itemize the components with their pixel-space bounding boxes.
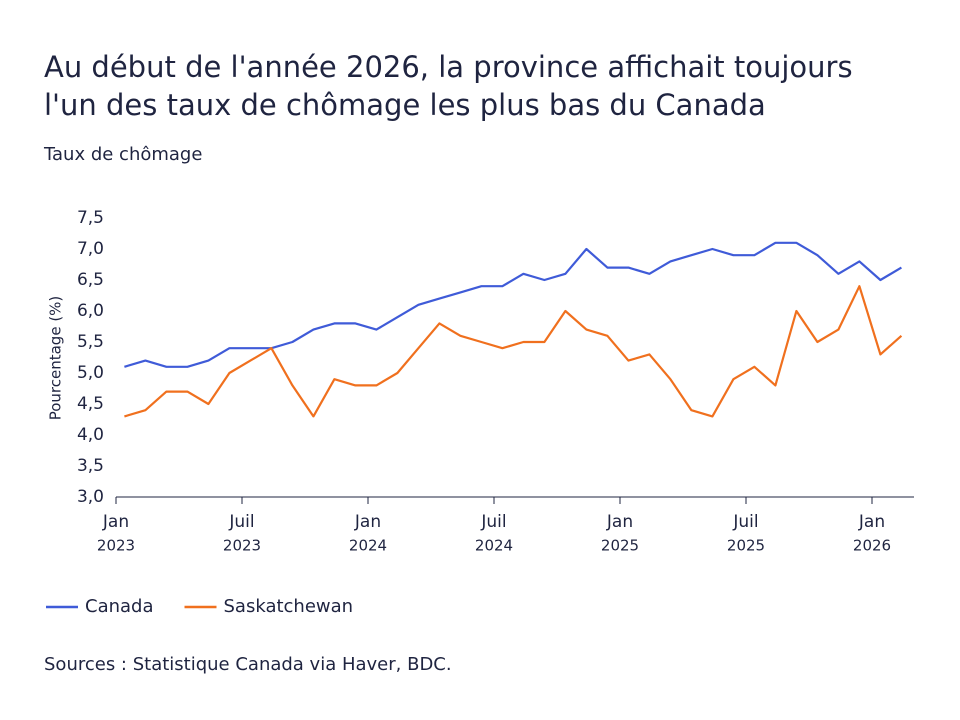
y-tick-label: 5,0 xyxy=(77,363,104,383)
x-tick-year: 2023 xyxy=(97,537,135,555)
y-tick-label: 6,5 xyxy=(77,270,104,290)
x-tick-label: Jan xyxy=(858,512,885,532)
y-tick-label: 3,5 xyxy=(77,456,104,476)
x-tick-label: Jan xyxy=(354,512,381,532)
x-tick-year: 2024 xyxy=(475,537,513,555)
chart-title: Au début de l'année 2026, la province af… xyxy=(44,50,853,84)
y-tick-label: 7,0 xyxy=(77,239,104,259)
y-tick-label: 7,5 xyxy=(77,208,104,228)
line-series xyxy=(124,241,902,368)
y-tick-label: 4,0 xyxy=(77,425,104,445)
legend-label: Saskatchewan xyxy=(224,596,354,617)
y-axis-label: Pourcentage (%) xyxy=(47,296,65,421)
legend-label: Canada xyxy=(85,596,154,617)
y-tick-label: 5,5 xyxy=(77,332,104,352)
x-tick-year: 2024 xyxy=(349,537,387,555)
y-tick-label: 6,0 xyxy=(77,301,104,321)
line-series xyxy=(124,285,903,418)
x-tick-year: 2026 xyxy=(853,537,891,555)
x-tick-year: 2025 xyxy=(727,537,765,555)
source: Sources : Statistique Canada via Haver, … xyxy=(44,654,452,675)
x-tick-label: Juil xyxy=(228,512,254,532)
y-tick-label: 4,5 xyxy=(77,394,104,414)
x-tick-label: Jan xyxy=(606,512,633,532)
chart-title: l'un des taux de chômage les plus bas du… xyxy=(44,88,766,122)
x-tick-label: Juil xyxy=(732,512,758,532)
x-tick-year: 2023 xyxy=(223,537,261,555)
y-tick-label: 3,0 xyxy=(77,487,104,507)
chart-subtitle: Taux de chômage xyxy=(43,144,202,165)
x-tick-label: Jan xyxy=(102,512,129,532)
x-tick-label: Juil xyxy=(480,512,506,532)
x-tick-year: 2025 xyxy=(601,537,639,555)
